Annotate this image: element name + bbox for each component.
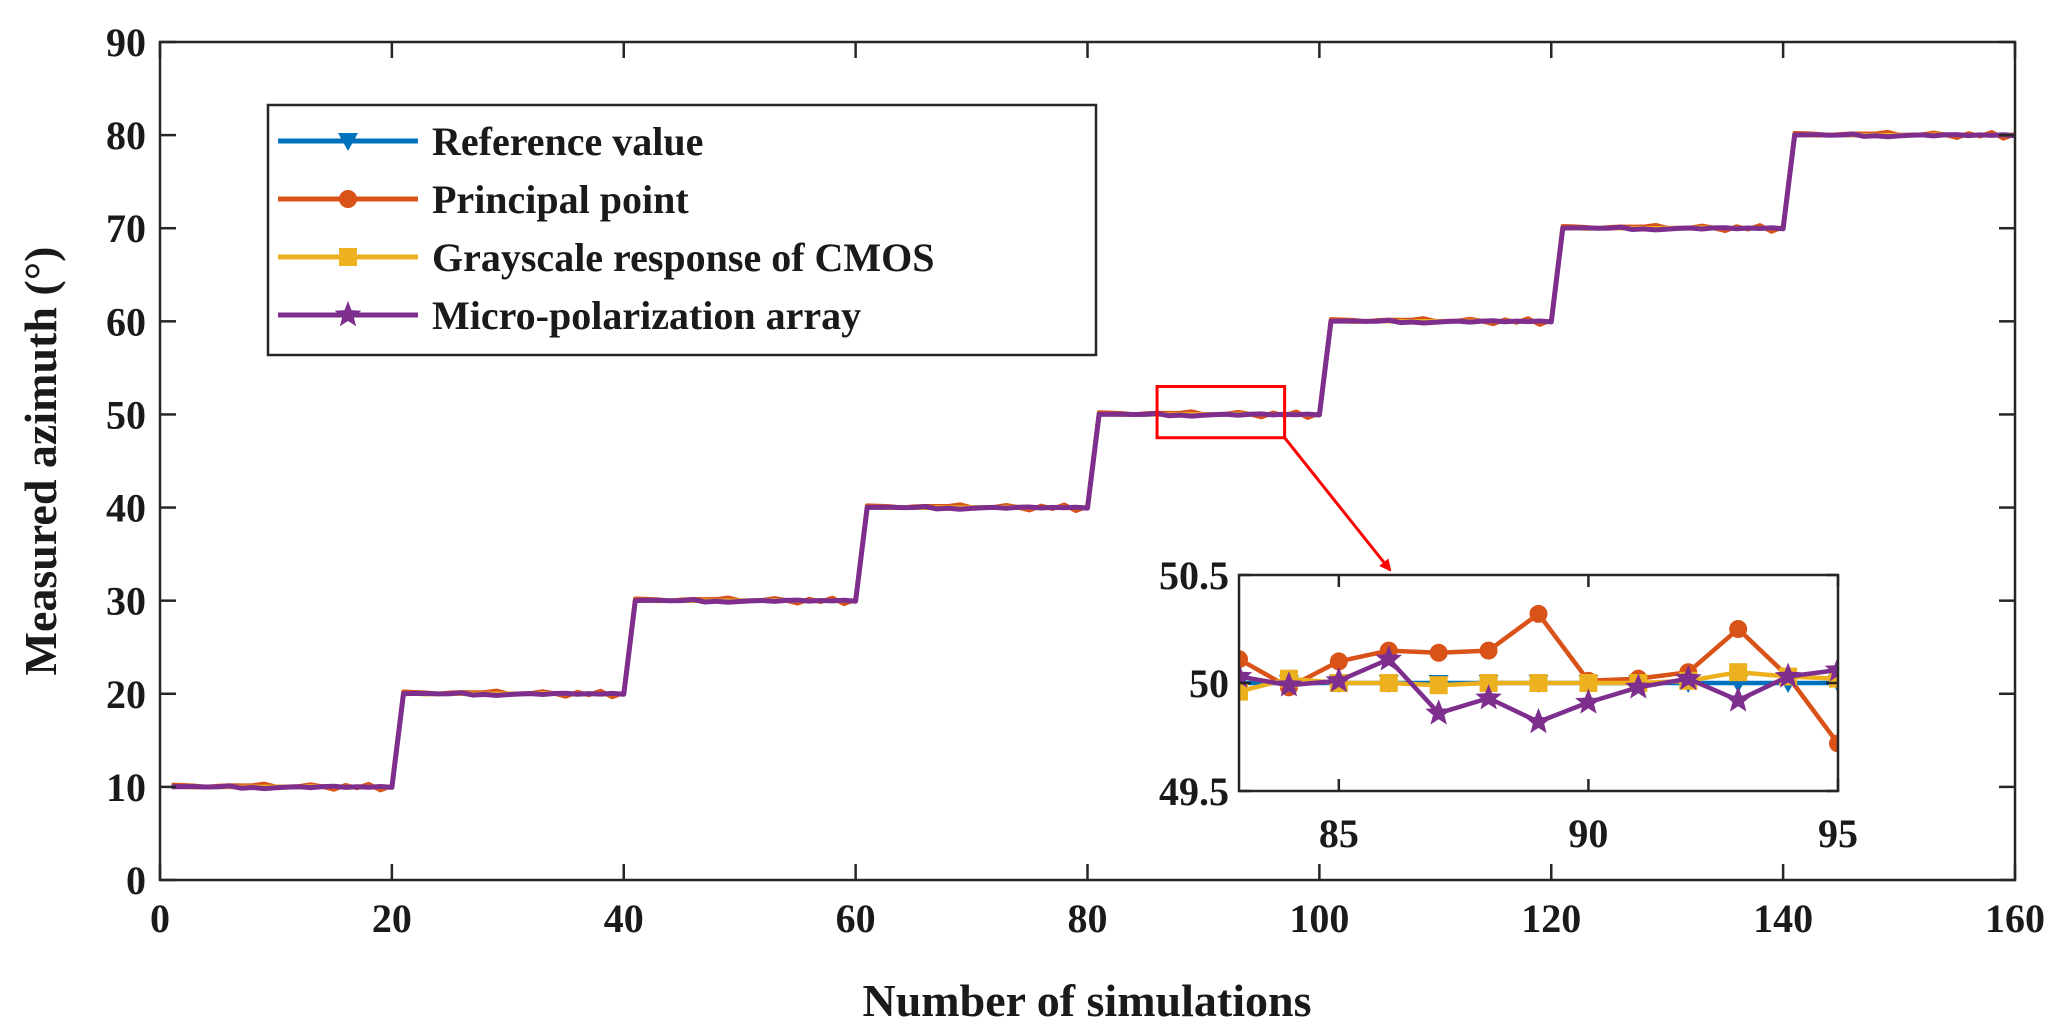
- inset-point-4: [1425, 699, 1452, 725]
- inset-point-2: [1529, 604, 1548, 623]
- inset-point-4: [1525, 707, 1552, 734]
- x-tick-label: 120: [1521, 896, 1581, 941]
- zoom-arrow: [1283, 436, 1392, 572]
- inset-point-4: [1824, 656, 1838, 682]
- legend-marker-2: [339, 190, 357, 208]
- legend: Reference value Principal point Grayscale …: [266, 103, 1098, 357]
- y-tick-label: 20: [106, 672, 146, 717]
- inset-point-3: [1729, 663, 1748, 682]
- series-line-4: [171, 131, 2015, 792]
- inset-point-4: [1774, 662, 1802, 688]
- inset-point-2: [1829, 734, 1838, 753]
- inset-y-tick-label: 50: [1189, 661, 1229, 706]
- x-tick-label: 100: [1289, 896, 1349, 941]
- inset-point-2: [1479, 641, 1498, 660]
- x-tick-label: 60: [836, 896, 876, 941]
- inset-y-tick-label: 49.5: [1159, 769, 1229, 814]
- y-tick-label: 30: [106, 579, 146, 624]
- inset-axes: 85 90 95 49.5 50 50.5: [1159, 553, 1858, 856]
- y-tick-label: 0: [126, 858, 146, 903]
- inset-point-3: [1479, 674, 1498, 692]
- zoom-box: [1155, 385, 1287, 440]
- inset-x-tick-label: 90: [1568, 811, 1608, 856]
- legend-marker-4: [334, 301, 362, 327]
- inset-point-3: [1239, 682, 1248, 701]
- main-axes: 0 20 40 60 80 100 120 140 160 0 10 20 30 40 50 60 70 80 90: [106, 20, 2045, 941]
- inset-y-tick-label: 50.5: [1159, 553, 1229, 598]
- x-tick-label: 0: [150, 896, 170, 941]
- legend-marker-3: [339, 248, 357, 266]
- legend-label-1: Reference value: [432, 119, 703, 164]
- main-series-layer: [171, 129, 2015, 793]
- y-tick-label: 80: [106, 113, 146, 158]
- x-tick-label: 40: [604, 896, 644, 941]
- y-tick-label: 70: [106, 206, 146, 251]
- zoom-indicator: [1155, 385, 1392, 572]
- inset-point-3: [1529, 674, 1548, 692]
- y-tick-label: 90: [106, 20, 146, 65]
- inset-x-tick-label: 95: [1818, 811, 1858, 856]
- inset-point-4: [1325, 666, 1353, 693]
- inset-point-2: [1729, 620, 1748, 638]
- inset-point-4: [1724, 686, 1752, 712]
- legend-label-4: Micro-polarization array: [432, 293, 861, 338]
- inset-point-3: [1579, 674, 1598, 692]
- inset-point-4: [1625, 673, 1652, 699]
- inset-series-layer: [1239, 604, 1838, 753]
- inset-point-3: [1429, 676, 1448, 695]
- inset-point-4: [1674, 664, 1702, 690]
- legend-marker-1: [338, 133, 358, 151]
- legend-label-2: Principal point: [432, 177, 689, 222]
- inset-point-2: [1239, 650, 1248, 669]
- y-tick-label: 50: [106, 392, 146, 437]
- inset-point-4: [1575, 688, 1602, 714]
- inset-point-4: [1475, 684, 1502, 710]
- x-tick-label: 140: [1753, 896, 1813, 941]
- inset-point-4: [1375, 645, 1403, 671]
- inset-point-2: [1429, 643, 1448, 662]
- y-tick-label: 40: [106, 486, 146, 531]
- x-tick-label: 80: [1068, 896, 1108, 941]
- legend-label-3: Grayscale response of CMOS: [432, 235, 935, 280]
- x-tick-label: 20: [372, 896, 412, 941]
- inset-x-tick-label: 85: [1319, 811, 1359, 856]
- inset-point-4: [1239, 662, 1253, 688]
- y-tick-label: 60: [106, 299, 146, 344]
- y-tick-label: 10: [106, 765, 146, 810]
- inset-point-3: [1379, 674, 1398, 692]
- inset-point-2: [1329, 652, 1348, 671]
- x-tick-label: 160: [1985, 896, 2045, 941]
- y-axis-label: Measured azimuth (°): [15, 247, 66, 676]
- inset-point-4: [1275, 671, 1303, 697]
- x-axis-label: Number of simulations: [863, 975, 1312, 1026]
- inset-chart: 85 90 95 49.5 50 50.5: [1159, 553, 1858, 856]
